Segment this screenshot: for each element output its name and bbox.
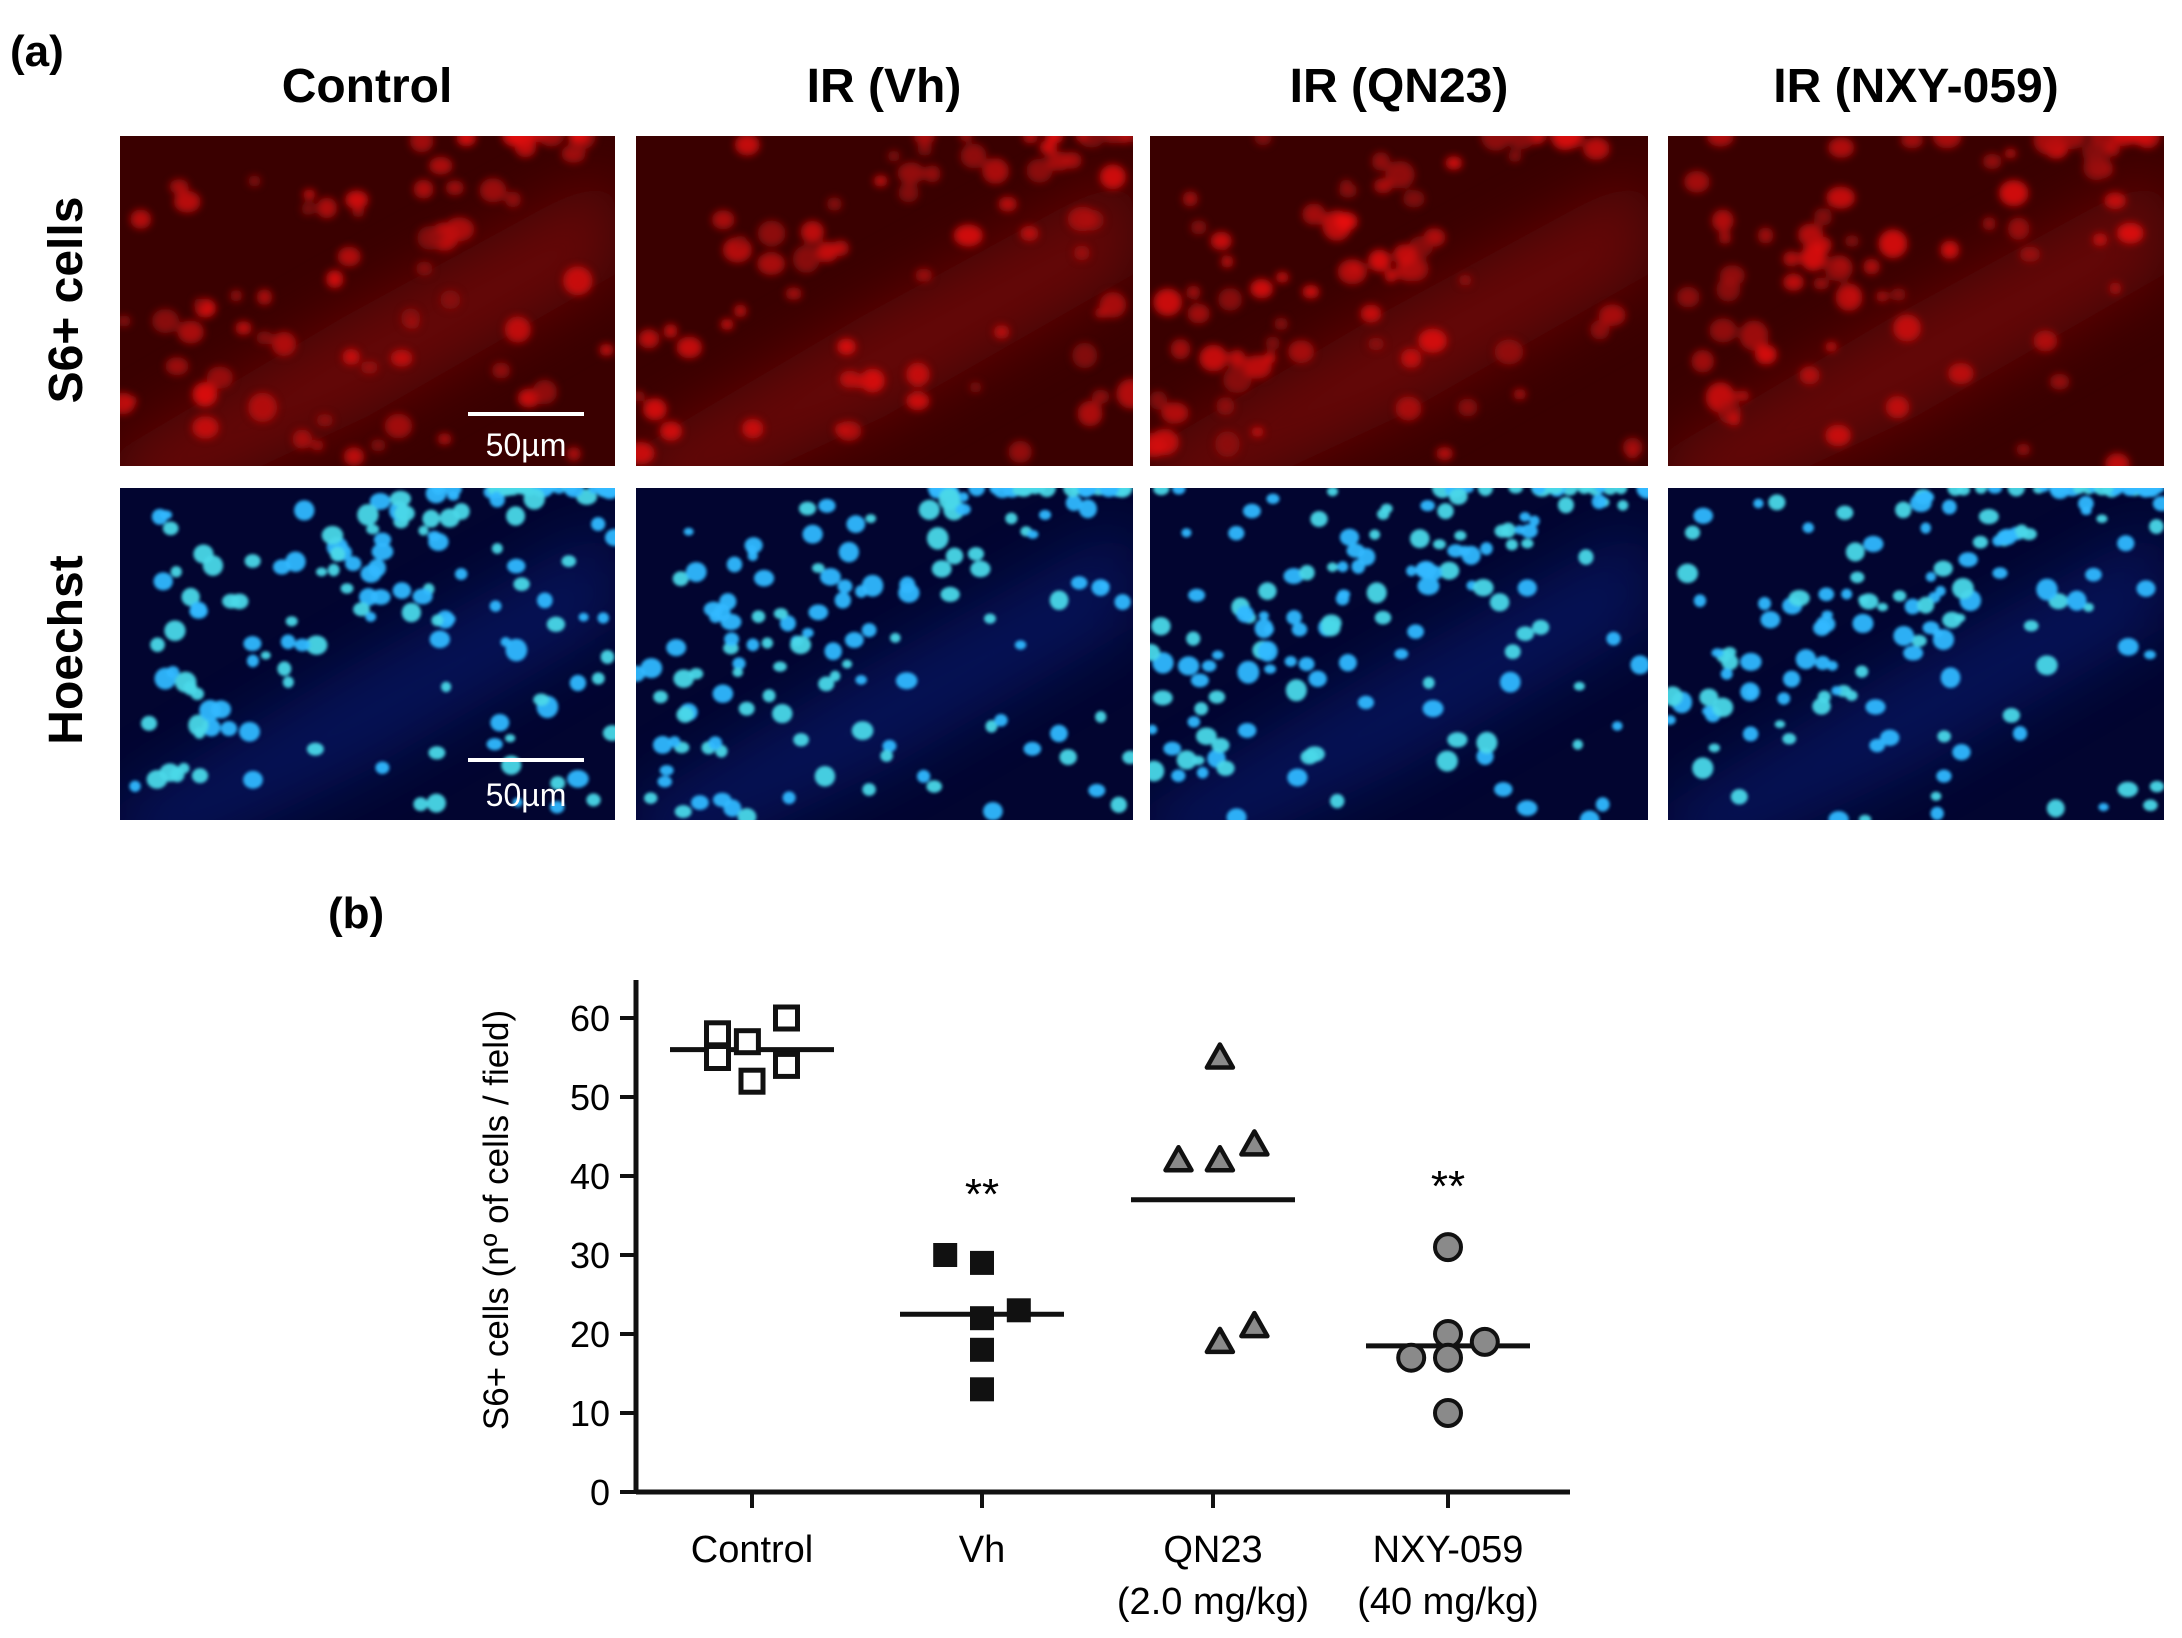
data-point [1163, 1144, 1194, 1173]
data-point [1433, 1232, 1463, 1263]
data-point [1239, 1310, 1270, 1339]
data-point [970, 1337, 994, 1362]
data-point [704, 1044, 731, 1071]
x-tick-sublabel: (40 mg/kg) [1357, 1581, 1539, 1623]
x-tick-sublabel: (2.0 mg/kg) [1117, 1581, 1309, 1623]
row-label-hoechst: Hoechst [40, 555, 93, 744]
y-tick-label: 40 [570, 1156, 610, 1197]
data-point [1239, 1129, 1270, 1157]
y-tick-label: 30 [570, 1235, 610, 1276]
data-point [773, 1051, 800, 1079]
y-tick-label: 20 [570, 1314, 610, 1355]
y-tick-label: 0 [590, 1472, 610, 1513]
data-point [704, 1020, 731, 1048]
scale-bar-label-s6: 50µm [486, 427, 567, 463]
data-point [1204, 1326, 1236, 1355]
data-point [1204, 1042, 1236, 1070]
significance-mark: ** [965, 1170, 999, 1219]
y-tick-label: 10 [570, 1393, 610, 1434]
data-point [738, 1067, 766, 1095]
mean-lines [670, 1047, 1530, 1349]
data-point [1006, 1298, 1031, 1323]
column-header-control: Control [282, 60, 453, 113]
significance-mark: ** [1431, 1162, 1465, 1211]
micrograph-grid [120, 136, 2164, 820]
scatter-chart: S6+ cells (nº of cells / field) 0 10 20 30 4… [477, 980, 1570, 1623]
y-ticks: 0 10 20 30 40 50 60 [570, 998, 636, 1513]
micrograph-s6-ir-nxy059 [1668, 136, 2164, 466]
y-tick-label: 60 [570, 998, 610, 1039]
y-tick-label: 50 [570, 1077, 610, 1118]
x-tick-label: Vh [959, 1529, 1005, 1571]
data-point [733, 1028, 761, 1056]
x-tick-label: QN23 [1163, 1529, 1262, 1571]
column-header-ir-qn23: IR (QN23) [1290, 60, 1509, 113]
x-tick-label: NXY-059 [1373, 1529, 1524, 1571]
significance-marks: ** ** [965, 1162, 1465, 1219]
data-point [1396, 1342, 1427, 1373]
micrograph-hoechst-ir-vh [636, 488, 1133, 820]
x-tick-label: Control [691, 1529, 814, 1571]
panel-a-label: (a) [10, 27, 64, 76]
scale-bar-label-hoechst: 50µm [486, 777, 567, 813]
data-point [1469, 1326, 1500, 1357]
data-point [970, 1377, 994, 1402]
column-header-ir-vh: IR (Vh) [807, 60, 962, 113]
y-axis-label: S6+ cells (nº of cells / field) [477, 1010, 516, 1430]
data-point [970, 1250, 994, 1275]
data-point [1204, 1144, 1236, 1173]
data-points [704, 1004, 1500, 1428]
x-ticks: Control Vh QN23 (2.0 mg/kg) NXY-059 (40 mg/kg… [691, 1492, 1539, 1623]
data-point [1433, 1398, 1463, 1428]
micrograph-hoechst-ir-nxy059 [1668, 488, 2164, 820]
row-label-s6-cells: S6+ cells [40, 197, 93, 404]
data-point [970, 1306, 994, 1331]
micrograph-s6-control [120, 136, 615, 466]
panel-b-label: (b) [328, 889, 384, 938]
micrograph-hoechst-ir-qn23 [1150, 488, 1648, 820]
data-point [1433, 1342, 1463, 1373]
micrograph-s6-ir-qn23 [1150, 136, 1648, 466]
data-point [773, 1004, 800, 1032]
micrograph-hoechst-control [120, 488, 615, 820]
micrograph-s6-ir-vh [636, 136, 1133, 466]
data-point [933, 1243, 958, 1267]
column-header-ir-nxy059: IR (NXY-059) [1773, 60, 2058, 113]
